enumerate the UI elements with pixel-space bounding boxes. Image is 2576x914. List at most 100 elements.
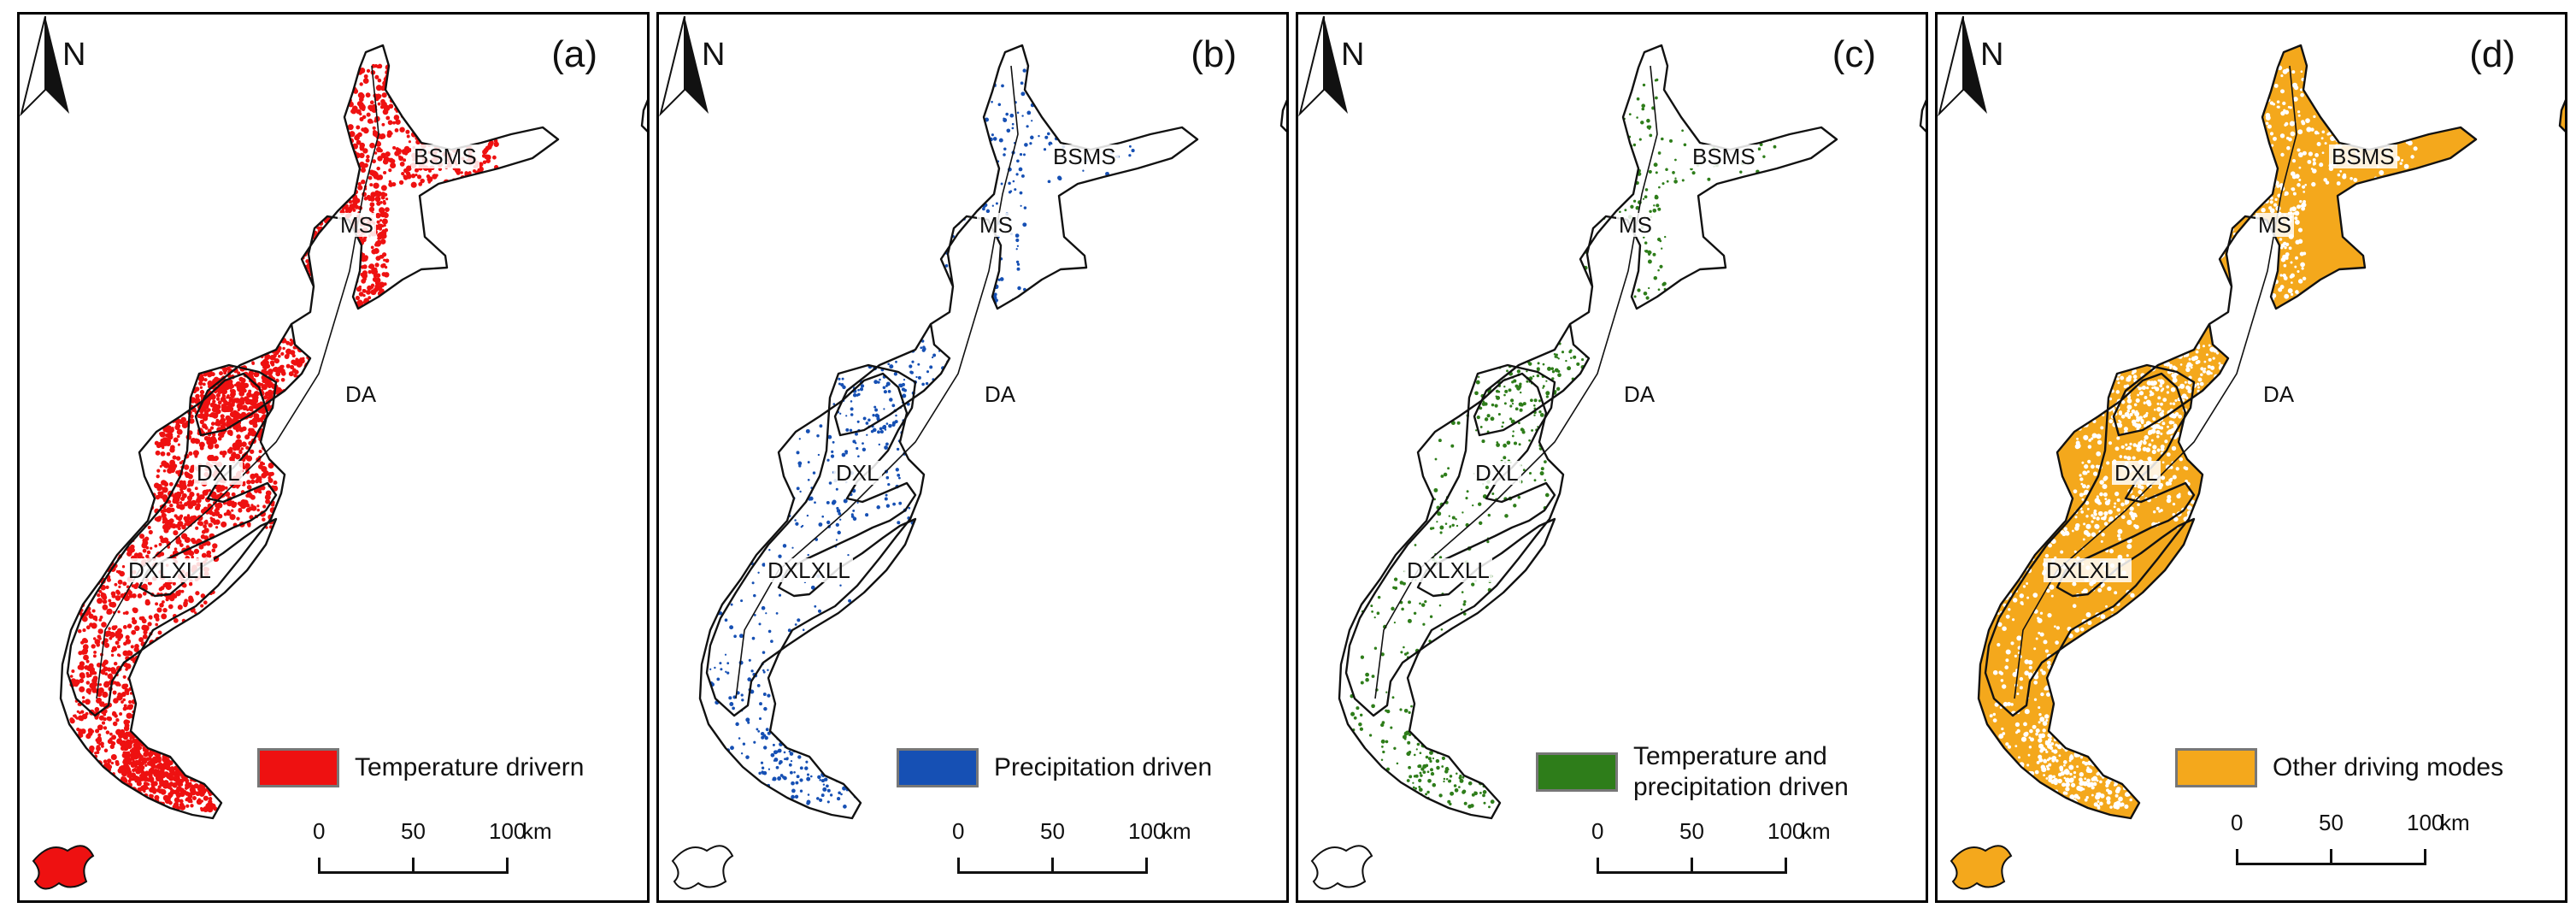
scale-bar-tick <box>318 858 321 874</box>
north-label: N <box>1341 37 1365 73</box>
scale-bar: 0 50 100 km <box>313 818 552 900</box>
map-canvas <box>671 44 1286 890</box>
scale-bar: 0 50 100 km <box>2231 810 2470 895</box>
region-fill <box>1985 365 2194 716</box>
scale-bar-tick <box>2330 849 2332 865</box>
region-label-dxlxll: DXLXLL <box>1404 558 1492 582</box>
legend: Temperature drivern <box>257 748 584 787</box>
region-outline <box>2558 99 2565 133</box>
scale-tick-label: 0 <box>313 818 326 844</box>
scale-bar: 0 50 100 km <box>1591 818 1831 900</box>
inset-map <box>1950 845 2013 890</box>
subregion-boundary <box>96 65 379 699</box>
region-outline <box>59 372 286 820</box>
region-label-da: DA <box>343 382 379 406</box>
region-label-dxl: DXL <box>2112 461 2161 485</box>
scale-bar-tick <box>1145 858 1148 874</box>
region-outline <box>66 363 278 717</box>
region-label-dxlxll: DXLXLL <box>2044 558 2132 582</box>
scale-unit: km <box>2440 810 2470 835</box>
legend: Precipitation driven <box>897 748 1212 787</box>
north-arrow-icon <box>20 15 69 117</box>
scale-bar: 0 50 100 km <box>952 818 1191 900</box>
region-outline <box>1919 99 1926 133</box>
region-label-ms: MS <box>338 213 376 237</box>
region-label-ms: MS <box>1616 213 1655 237</box>
scale-tick-label: 100 <box>1767 818 1805 844</box>
inset-map <box>32 845 95 890</box>
region-outline <box>1338 372 1565 820</box>
legend-swatch <box>1536 752 1618 792</box>
scale-tick-label: 100 <box>2407 810 2444 835</box>
region-label-bsms: BSMS <box>2329 144 2397 168</box>
map-canvas <box>1950 44 2565 890</box>
region-outline <box>1473 44 1838 437</box>
map-panel-a: (a) N BSMS MS DA DXL DXLXLL Temperature drivern… <box>17 12 650 903</box>
north-label: N <box>1980 37 2004 73</box>
subregion-boundary <box>2014 65 2297 699</box>
legend-swatch <box>897 748 979 787</box>
scale-unit: km <box>522 818 552 844</box>
legend-swatch <box>257 748 339 787</box>
region-fill <box>2560 102 2565 131</box>
region-label-dxl: DXL <box>833 461 882 485</box>
region-label-dxl: DXL <box>1473 461 1521 485</box>
panel-label: (a) <box>551 33 597 75</box>
north-arrow-icon <box>1938 15 1987 117</box>
legend: Temperature and precipitation driven <box>1536 741 1898 803</box>
map-panel-b: (b) N BSMS MS DA DXL DXLXLL Precipitation drive… <box>656 12 1289 903</box>
scale-unit: km <box>1801 818 1831 844</box>
scale-tick-label: 50 <box>1040 818 1065 844</box>
region-label-da: DA <box>2261 382 2297 406</box>
scale-tick-label: 0 <box>1591 818 1604 844</box>
map-panel-c: (c) N BSMS MS DA DXL DXLXLL Temperature and pre… <box>1296 12 1928 903</box>
legend-label: Other driving modes <box>2273 753 2504 781</box>
region-outline <box>1977 372 2204 820</box>
legend-label: Precipitation driven <box>994 753 1213 781</box>
region-outline <box>833 44 1199 437</box>
region-label-da: DA <box>982 382 1019 406</box>
scale-bar-tick <box>1691 858 1693 874</box>
scale-bar-tick <box>1051 858 1054 874</box>
north-label: N <box>702 37 726 73</box>
region-label-bsms: BSMS <box>411 144 479 168</box>
legend-label: Temperature drivern <box>355 753 585 781</box>
region-outline <box>705 363 917 717</box>
scale-tick-label: 100 <box>1128 818 1166 844</box>
scale-tick-label: 100 <box>489 818 526 844</box>
map-panel-d: (d) N BSMS MS DA DXL DXLXLL Other driving modes… <box>1935 12 2567 903</box>
region-label-dxlxll: DXLXLL <box>765 558 853 582</box>
inset-map <box>1310 845 1373 890</box>
inset-map <box>671 845 734 890</box>
panel-label: (c) <box>1832 33 1876 75</box>
scale-bar-tick <box>2236 849 2238 865</box>
scale-bar-tick <box>506 858 509 874</box>
driver-pixels <box>68 62 501 813</box>
legend-swatch <box>2175 748 2257 787</box>
north-label: N <box>62 37 86 73</box>
region-label-da: DA <box>1621 382 1658 406</box>
scale-tick-label: 0 <box>952 818 965 844</box>
region-outline <box>194 44 560 437</box>
scale-unit: km <box>1162 818 1191 844</box>
region-label-bsms: BSMS <box>1690 144 1758 168</box>
panel-label: (d) <box>2469 33 2515 75</box>
scale-bar-tick <box>1597 858 1599 874</box>
region-outline <box>698 372 926 820</box>
scale-tick-label: 50 <box>401 818 426 844</box>
scale-bar-tick <box>412 858 415 874</box>
north-arrow-icon <box>1298 15 1348 117</box>
region-label-dxl: DXL <box>194 461 243 485</box>
map-figure: (a) N BSMS MS DA DXL DXLXLL Temperature drivern… <box>17 12 2567 903</box>
region-outline <box>1984 363 2196 717</box>
region-outline <box>1279 99 1286 133</box>
scale-tick-label: 0 <box>2231 810 2244 835</box>
region-label-ms: MS <box>977 213 1015 237</box>
scale-tick-label: 50 <box>1679 818 1704 844</box>
legend-label: Temperature and precipitation driven <box>1633 742 1849 801</box>
scale-bar-tick <box>2424 849 2426 865</box>
scale-bar-tick <box>957 858 960 874</box>
subregion-boundary <box>1374 65 1658 699</box>
map-canvas <box>32 44 647 890</box>
panel-label: (b) <box>1191 33 1237 75</box>
